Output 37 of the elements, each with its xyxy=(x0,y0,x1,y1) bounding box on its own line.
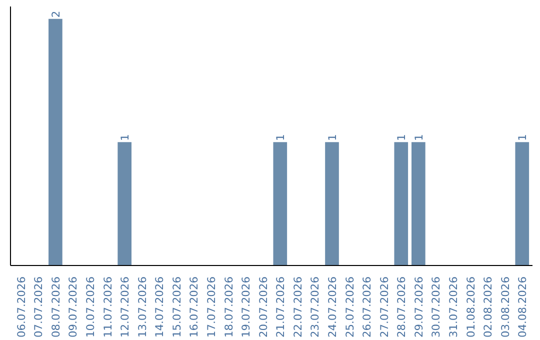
data-label: 1 xyxy=(118,134,132,141)
x-tick-label: 01.08.2026 xyxy=(464,276,478,338)
data-label: 1 xyxy=(516,134,530,141)
x-tick-label: 18.07.2026 xyxy=(222,276,236,338)
x-tick-label: 30.07.2026 xyxy=(430,276,443,338)
x-tick-label: 27.07.2026 xyxy=(378,276,391,338)
x-tick-label: 26.07.2026 xyxy=(360,276,374,338)
x-tick-label: 28.07.2026 xyxy=(395,276,408,338)
x-tick-label: 23.07.2026 xyxy=(308,276,322,338)
data-label: 1 xyxy=(395,134,408,141)
x-tick-label: 20.07.2026 xyxy=(256,276,270,338)
data-label: 1 xyxy=(326,134,339,141)
x-tick-label: 16.07.2026 xyxy=(188,276,201,338)
data-label: 2 xyxy=(49,10,62,18)
x-tick-label: 31.07.2026 xyxy=(446,276,460,338)
x-tick-label: 17.07.2026 xyxy=(205,276,218,338)
x-tick-label: 08.07.2026 xyxy=(49,276,62,338)
x-tick-label: 24.07.2026 xyxy=(326,276,339,338)
x-tick-label: 15.07.2026 xyxy=(170,276,184,338)
x-tick-label: 03.08.2026 xyxy=(498,276,512,338)
x-tick-label: 14.07.2026 xyxy=(153,276,166,338)
x-tick-label: 13.07.2026 xyxy=(136,276,149,338)
x-tick-label: 12.07.2026 xyxy=(118,276,132,338)
x-tick-label: 22.07.2026 xyxy=(291,276,304,338)
x-tick-label: 07.07.2026 xyxy=(32,276,46,338)
x-tick-label: 06.07.2026 xyxy=(14,276,28,338)
x-tick-label: 11.07.2026 xyxy=(101,276,114,338)
x-tick-label: 04.08.2026 xyxy=(516,276,530,338)
x-tick-label: 25.07.2026 xyxy=(343,276,356,338)
x-tick-label: 09.07.2026 xyxy=(66,276,80,338)
x-tick-label: 10.07.2026 xyxy=(84,276,98,338)
data-label: 1 xyxy=(412,134,426,141)
x-tick-label: 02.08.2026 xyxy=(482,276,495,338)
x-tick-label: 29.07.2026 xyxy=(412,276,426,338)
data-label: 1 xyxy=(274,134,288,141)
x-tick-label: 21.07.2026 xyxy=(274,276,288,338)
x-tick-label: 19.07.2026 xyxy=(240,276,253,338)
